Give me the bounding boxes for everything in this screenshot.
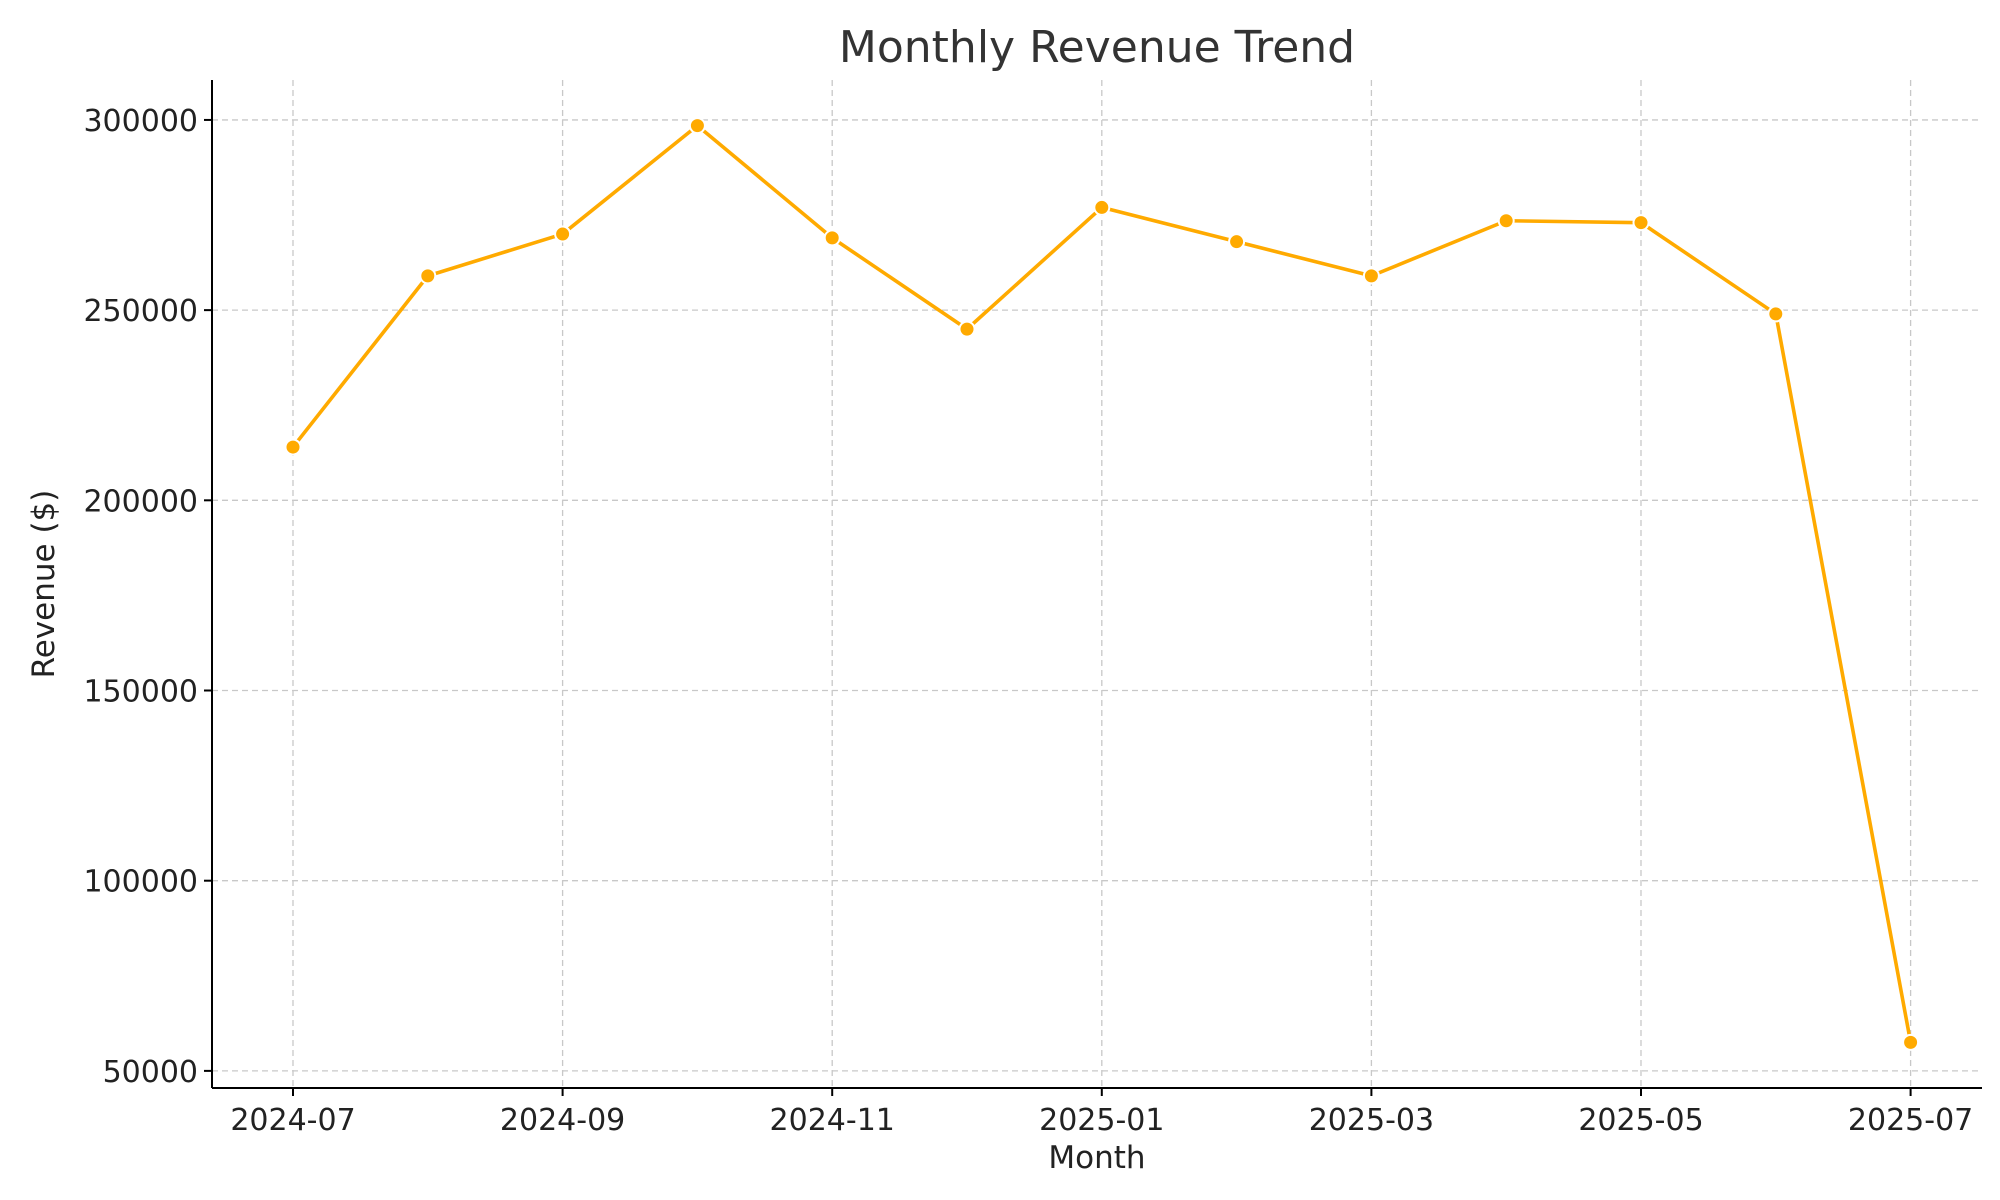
y-axis-title: Revenue ($): [26, 490, 62, 679]
data-point: [1632, 214, 1650, 232]
x-tick-label: 2025-07: [1848, 1103, 1973, 1138]
y-tick-label: 100000: [83, 865, 198, 900]
data-point: [1093, 198, 1111, 216]
x-tick-label: 2025-05: [1578, 1103, 1703, 1138]
data-point: [1902, 1033, 1920, 1051]
data-point: [554, 225, 572, 243]
grid: [212, 80, 1982, 1088]
data-point: [284, 438, 302, 456]
x-tick-label: 2024-09: [500, 1103, 625, 1138]
x-tick-label: 2025-03: [1309, 1103, 1434, 1138]
y-tick-label: 250000: [83, 294, 198, 329]
y-tick-label: 300000: [83, 104, 198, 139]
data-point: [958, 320, 976, 338]
x-axis-title: Month: [1048, 1140, 1145, 1176]
data-point: [1362, 267, 1380, 285]
data-point: [1497, 212, 1515, 230]
x-ticks: 2024-07 2024-09 2024-11 2025-01 2025-03 2025-…: [230, 1088, 1973, 1138]
data-point: [1767, 305, 1785, 323]
x-tick-label: 2024-07: [230, 1103, 355, 1138]
x-tick-label: 2025-01: [1039, 1103, 1164, 1138]
data-point: [419, 267, 437, 285]
y-tick-label: 50000: [103, 1055, 198, 1090]
data-point: [688, 117, 706, 135]
y-ticks: 50000 100000 150000 200000 250000 300000: [83, 104, 212, 1090]
axes: [211, 80, 1982, 1089]
x-tick-label: 2024-11: [770, 1103, 895, 1138]
chart-title: Monthly Revenue Trend: [839, 22, 1355, 73]
series: [284, 117, 1920, 1051]
y-tick-label: 150000: [83, 675, 198, 710]
data-point: [823, 229, 841, 247]
data-point: [1228, 233, 1246, 251]
y-tick-label: 200000: [83, 484, 198, 519]
